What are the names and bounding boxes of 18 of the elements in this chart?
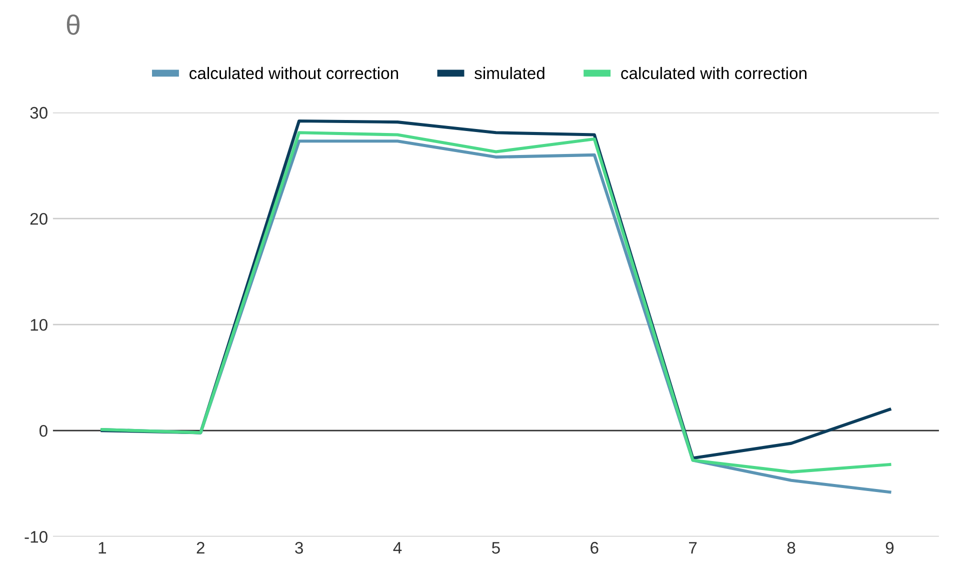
x-tick-label: 8 xyxy=(787,542,796,554)
y-tick-label: 30 xyxy=(30,106,48,119)
x-tick-label: 2 xyxy=(196,542,204,554)
legend-label: calculated with correction xyxy=(621,66,806,80)
legend-label: simulated xyxy=(474,66,544,80)
y-tick-label: -10 xyxy=(24,531,48,543)
x-tick-label: 6 xyxy=(590,542,598,554)
legend-label: calculated without correction xyxy=(190,66,398,80)
x-tick-label: 3 xyxy=(295,542,303,554)
y-tick-label: 0 xyxy=(39,424,48,437)
y-tick-label: 20 xyxy=(30,212,48,225)
x-tick-label: 7 xyxy=(689,542,697,554)
x-tick-label: 4 xyxy=(393,542,402,554)
x-tick-label: 9 xyxy=(886,542,894,554)
chart-title: θ xyxy=(66,14,80,35)
x-tick-label: 1 xyxy=(98,542,106,554)
y-tick-label: 10 xyxy=(30,318,48,331)
x-tick-label: 5 xyxy=(492,542,500,554)
